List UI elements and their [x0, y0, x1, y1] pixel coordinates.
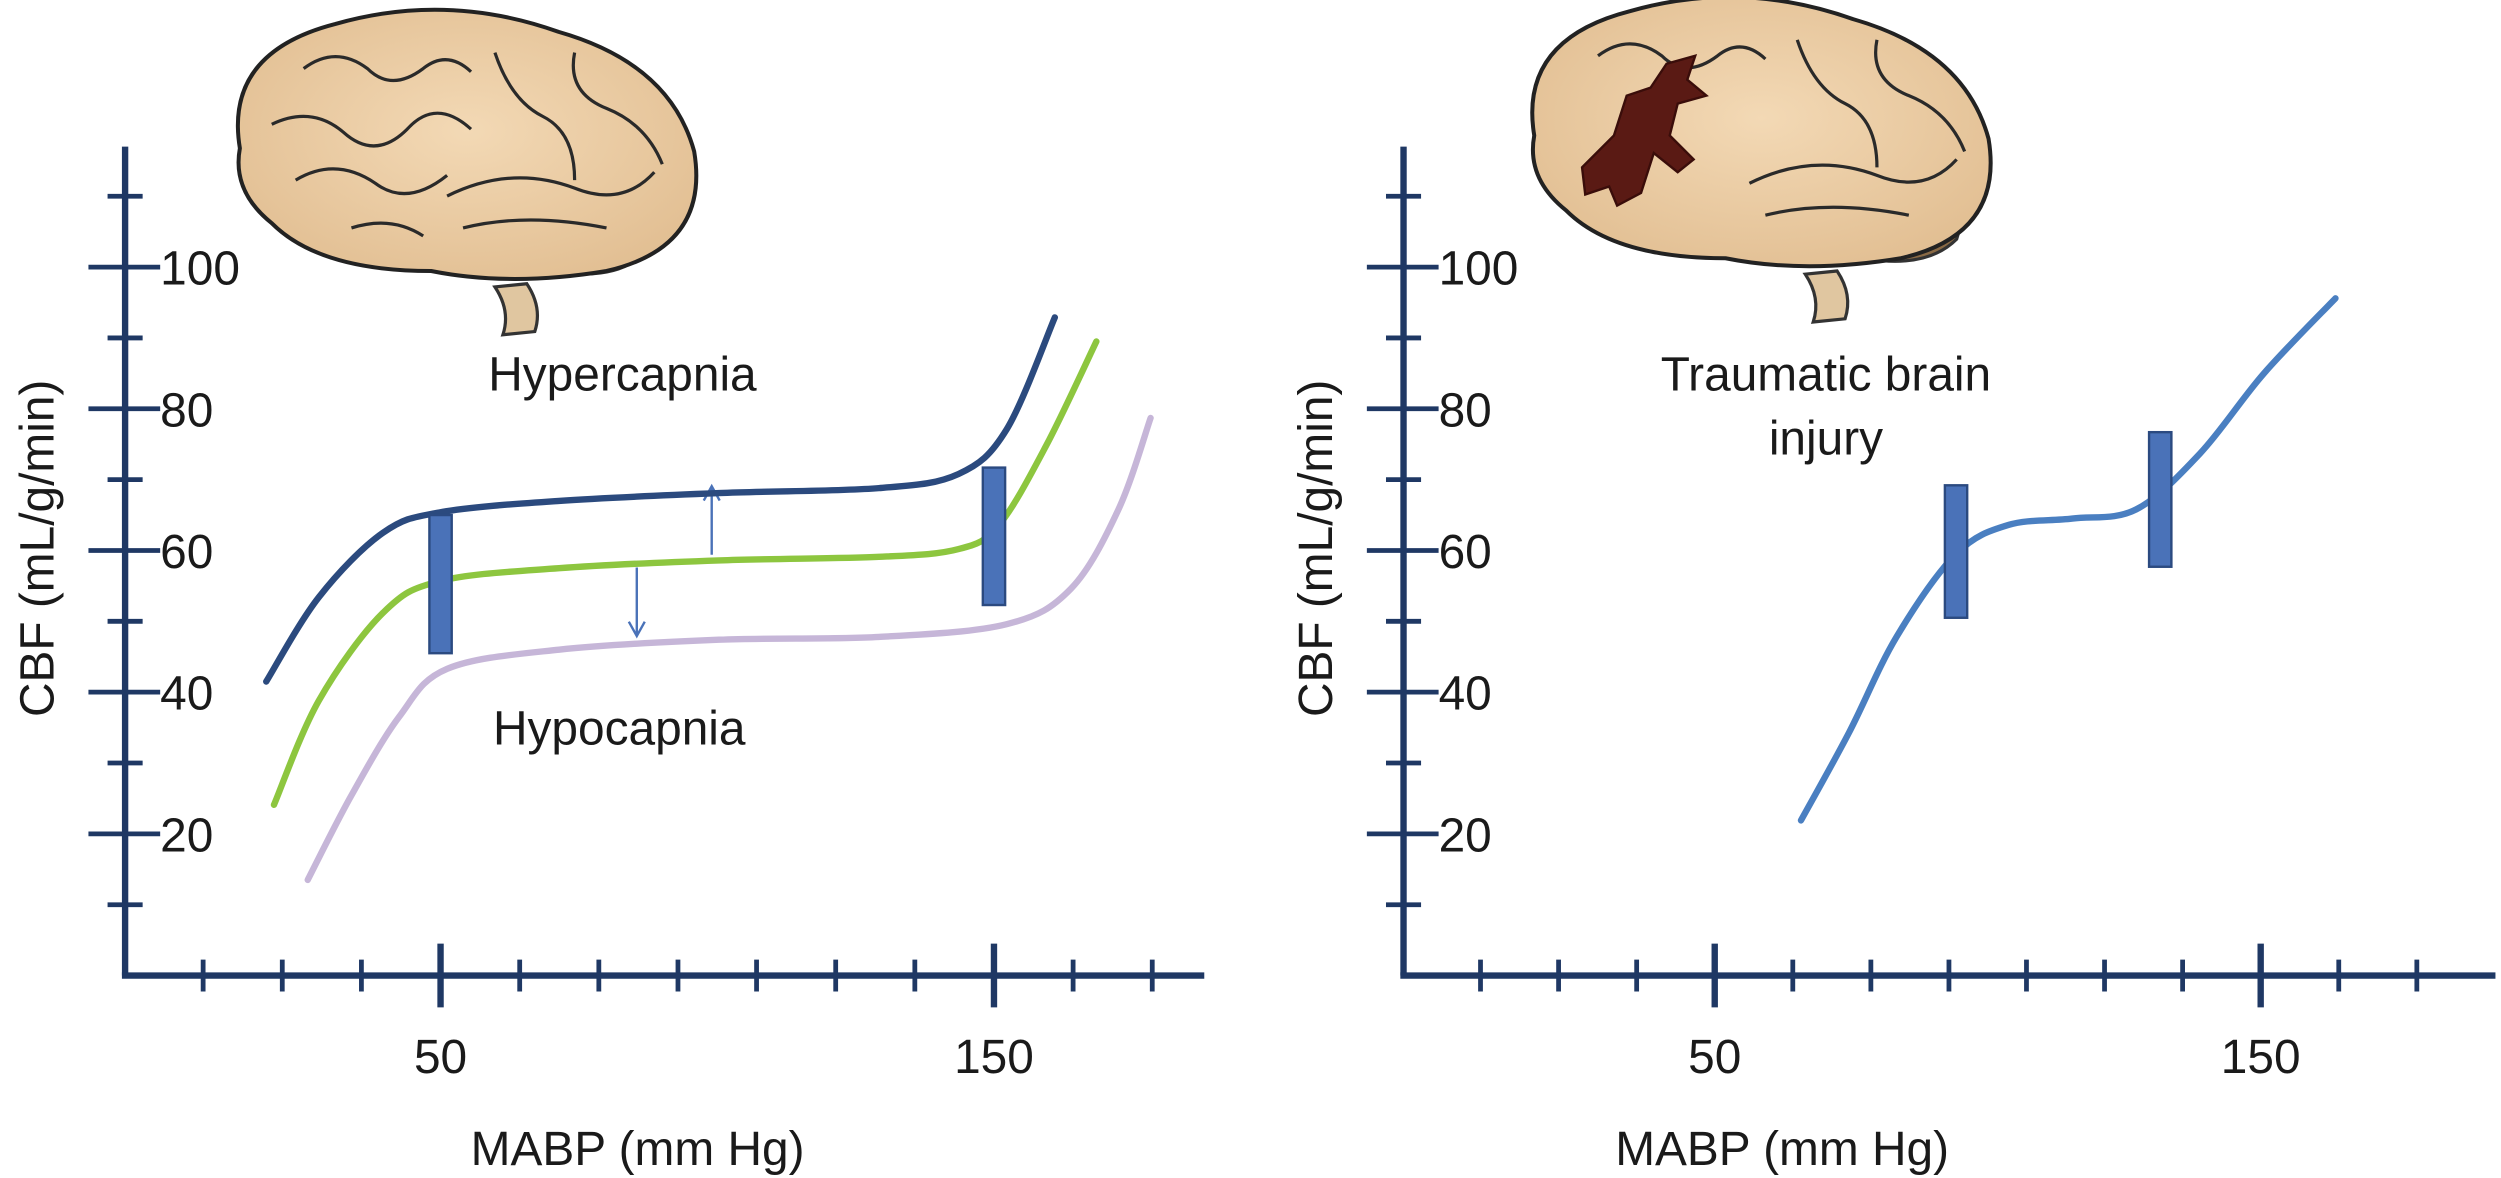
y-tick-label: 60	[1439, 526, 1492, 579]
x-tick-label: 150	[954, 1031, 1034, 1084]
brain-illustration-injured	[1530, 0, 1993, 324]
brain-illustration	[235, 7, 699, 337]
y-tick-label: 80	[160, 384, 213, 437]
y-tick-label: 100	[1439, 243, 1519, 296]
series-line	[304, 414, 1154, 884]
annotation: injury	[1769, 412, 1883, 465]
x-axis-label: MABP (mm Hg)	[471, 1123, 805, 1176]
x-tick-label: 150	[2221, 1031, 2301, 1084]
annotation: Hypocapnia	[493, 702, 746, 755]
annotation: Traumatic brain	[1661, 349, 1991, 402]
y-tick-label: 40	[160, 668, 213, 721]
y-tick-label: 100	[160, 243, 240, 296]
autoregulation-limit	[428, 513, 453, 655]
autoregulation-limit	[1943, 484, 1969, 619]
y-axis-label: CBF (mL/g/min)	[11, 380, 64, 717]
series-line	[1797, 295, 2339, 824]
y-tick-label: 20	[1439, 809, 1492, 862]
panel: 20 40 60 80 100 50 150 MABP (mm Hg) CBF (mL/g/mi…	[11, 146, 1205, 1176]
y-axis-label: CBF (mL/g/min)	[1290, 380, 1343, 717]
series-line	[270, 338, 1100, 809]
series-line	[263, 314, 1059, 685]
y-tick-label: 20	[160, 809, 213, 862]
x-tick-label: 50	[414, 1031, 467, 1084]
y-tick-label: 80	[1439, 384, 1492, 437]
autoregulation-limit	[2147, 430, 2173, 568]
x-tick-label: 50	[1688, 1031, 1741, 1084]
y-tick-label: 40	[1439, 668, 1492, 721]
x-axis-label: MABP (mm Hg)	[1615, 1123, 1949, 1176]
y-tick-label: 60	[160, 526, 213, 579]
panel: 20 40 60 80 100 50 150 MABP (mm Hg) CBF (mL/g/mi…	[1290, 146, 2496, 1176]
annotation: Hypercapnia	[488, 349, 757, 402]
autoregulation-limit	[981, 466, 1007, 607]
